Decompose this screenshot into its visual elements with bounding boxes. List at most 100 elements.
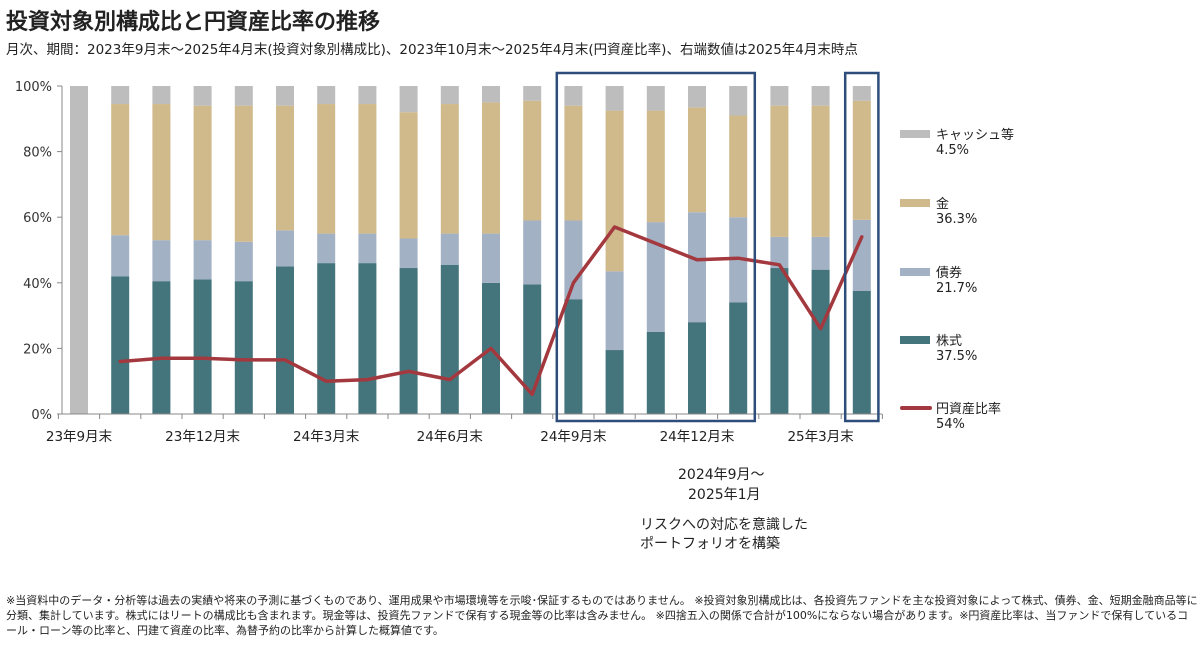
bar-segment-gold: [482, 102, 500, 234]
bar-segment-cash: [605, 86, 624, 111]
y-tick-label: 0%: [31, 408, 52, 423]
x-tick-label: 23年12月末: [165, 429, 240, 445]
bar-segment-stock: [605, 350, 624, 414]
legend-label-cash: キャッシュ等: [936, 128, 1015, 143]
annotation-period-line1: 2024年9月～: [678, 467, 765, 483]
bar-segment-stock: [276, 266, 294, 414]
annotation-note-line1: リスクへの対応を意識した: [640, 517, 808, 533]
bar-segment-bond: [276, 230, 294, 267]
bar-segment-gold: [111, 104, 130, 236]
highlight-layer: [555, 71, 880, 423]
bar-segment-bond: [317, 233, 336, 264]
bar-segment-stock: [770, 268, 789, 414]
legend-swatch-gold: [900, 199, 930, 207]
bar-segment-cash: [482, 86, 500, 103]
bar-segment-stock: [234, 281, 253, 414]
bar-segment-cash: [317, 86, 336, 105]
bar-segment-stock: [688, 322, 706, 414]
legend-swatch-cash: [900, 130, 930, 138]
bar-segment-stock: [852, 291, 871, 414]
bar-segment-gold: [317, 104, 336, 234]
bar-segment-bond: [852, 219, 871, 291]
bar-segment-bond: [482, 233, 500, 283]
x-tick-label: 24年3月末: [293, 429, 360, 445]
legend-label-stock: 株式: [936, 334, 963, 349]
footnote: ※当資料中のデータ・分析等は過去の実績や将来の予測に基づくものであり、運用成果や…: [6, 594, 1198, 637]
x-tick-label: 23年9月末: [46, 429, 113, 445]
bar-segment-gold: [193, 105, 212, 241]
bar-segment-cash: [646, 86, 665, 111]
x-tick-label: 24年9月末: [540, 429, 607, 445]
bar-segment-cash: [70, 86, 88, 414]
y-tick-label: 100%: [15, 80, 52, 95]
bar-segment-gold: [811, 105, 830, 237]
bar-segment-stock: [440, 264, 459, 414]
legend-value-bond: 21.7%: [936, 281, 978, 296]
bar-segment-cash: [852, 86, 871, 101]
bar-segment-stock: [152, 281, 171, 414]
bar-segment-bond: [152, 240, 171, 282]
bar-segment-gold: [770, 105, 789, 237]
bar-segment-cash: [688, 86, 706, 108]
bar-segment-cash: [276, 86, 294, 106]
bar-segment-bond: [440, 233, 459, 265]
highlight-box-1: [555, 71, 757, 423]
chart-title: 投資対象別構成比と円資産比率の推移: [6, 10, 381, 35]
bar-segment-stock: [811, 269, 830, 414]
bar-segment-cash: [811, 86, 830, 106]
legend-label-yen-ratio: 円資産比率: [936, 402, 1002, 417]
legend-label-bond: 債券: [936, 266, 963, 281]
bar-segment-gold: [440, 104, 459, 234]
bar-segment-bond: [234, 241, 253, 282]
y-tick-label: 40%: [23, 277, 52, 292]
bar-segment-cash: [729, 86, 748, 116]
bar-segment-stock: [111, 276, 130, 414]
bar-segment-gold: [523, 100, 542, 221]
bar-segment-stock: [646, 332, 665, 414]
bar-segment-bond: [523, 220, 542, 285]
bar-segment-cash: [770, 86, 789, 106]
bar-segment-bond: [646, 222, 665, 332]
y-tick-label: 60%: [23, 211, 52, 226]
bar-segment-cash: [193, 86, 212, 106]
y-tick-label: 80%: [23, 146, 52, 161]
bar-segment-cash: [111, 86, 130, 105]
x-tick-label: 24年6月末: [417, 429, 484, 445]
bar-segment-gold: [688, 107, 706, 213]
legend-value-yen-ratio: 54%: [936, 417, 965, 432]
bar-segment-gold: [358, 104, 377, 234]
x-tick-label: 24年12月末: [660, 429, 735, 445]
axes-layer: 0% 20% 40% 60% 80% 100% 23年9月末 23年12月末 24年3月末 24年…: [15, 80, 883, 445]
bar-segment-gold: [729, 115, 748, 218]
bar-segment-cash: [399, 86, 418, 113]
bar-segment-gold: [276, 105, 294, 231]
bar-segment-gold: [234, 105, 253, 242]
legend-line-yen-ratio: [900, 406, 932, 410]
bar-segment-stock: [399, 268, 418, 414]
bar-segment-cash: [564, 86, 583, 106]
yen-ratio-line: [118, 225, 864, 397]
bar-segment-stock: [564, 299, 583, 414]
bar-segment-cash: [234, 86, 253, 106]
legend-value-stock: 37.5%: [936, 349, 978, 364]
bar-segment-cash: [358, 86, 377, 105]
bar-segment-cash: [440, 86, 459, 105]
annotation-period-line2: 2025年1月: [688, 487, 761, 503]
bar-segment-bond: [399, 238, 418, 269]
bar-segment-bond: [811, 236, 830, 270]
bar-segment-stock: [729, 302, 748, 414]
bar-segment-gold: [152, 104, 171, 241]
bar-segment-bond: [605, 271, 624, 351]
line-layer: [118, 225, 864, 397]
bar-segment-bond: [770, 236, 789, 269]
legend-label-gold: 金: [936, 197, 950, 212]
stacked-bar-chart: 0% 20% 40% 60% 80% 100% 23年9月末 23年12月末 24年3月末 24年…: [15, 71, 883, 445]
bar-segment-cash: [152, 86, 171, 105]
bar-segment-bond: [688, 212, 706, 323]
bar-segment-stock: [193, 279, 212, 414]
bar-segment-stock: [317, 263, 336, 414]
legend-value-gold: 36.3%: [936, 212, 978, 227]
bar-segment-gold: [852, 100, 871, 220]
bar-segment-stock: [358, 263, 377, 414]
annotation-note-line2: ポートフォリオを構築: [640, 536, 780, 552]
